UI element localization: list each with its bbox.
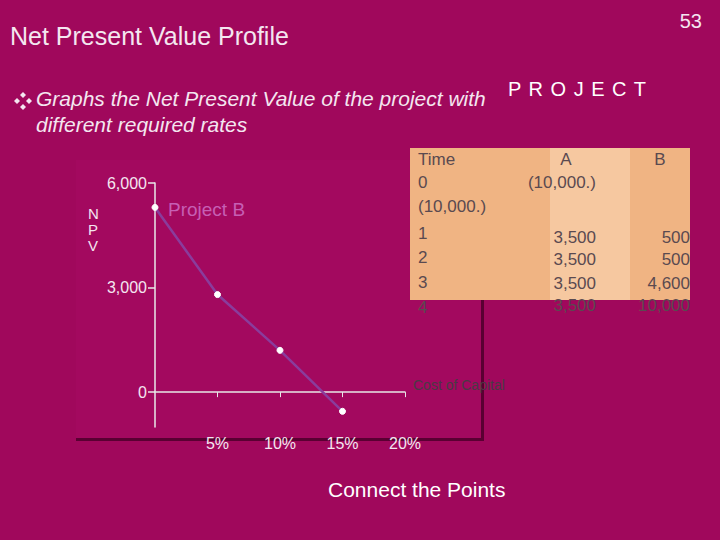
svg-text:20%: 20%	[389, 435, 421, 452]
html-text:different required rates: different required rates	[36, 113, 248, 136]
html-text:Net Present Value Profile: Net Present Value Profile	[10, 22, 289, 50]
svg-text:6,000: 6,000	[107, 175, 147, 192]
svg-text:15%: 15%	[326, 435, 358, 452]
svg-text:10%: 10%	[264, 435, 296, 452]
html-text:Graphs the Net Present Value o: Graphs the Net Present Value of the proj…	[36, 87, 486, 110]
svg-text:5%: 5%	[206, 435, 229, 452]
html-text:(10,000.): (10,000.)	[528, 173, 596, 192]
svg-text:Cost of Capital: Cost of Capital	[413, 377, 505, 393]
html-text:3,500: 3,500	[553, 250, 596, 269]
html-text:Time: Time	[418, 150, 456, 169]
html-text:53: 53	[679, 10, 702, 32]
html-text:3,500: 3,500	[553, 274, 596, 293]
html-text:A: A	[560, 150, 572, 169]
html-text:3: 3	[418, 273, 428, 292]
html-text:500: 500	[661, 250, 690, 269]
html-text:4: 4	[418, 298, 428, 317]
svg-text:V: V	[88, 237, 98, 254]
svg-text:Project B: Project B	[168, 199, 245, 220]
html-text:10,000: 10,000	[638, 296, 690, 315]
html-text:3,500: 3,500	[553, 228, 596, 247]
svg-text:0: 0	[138, 384, 147, 401]
html-text:500: 500	[661, 228, 690, 247]
html-text:4,600: 4,600	[647, 274, 690, 293]
svg-text:P: P	[88, 221, 98, 238]
html-text:P R O J E C T: P R O J E C T	[508, 78, 647, 100]
html-text:1: 1	[418, 224, 428, 243]
html-text:3,500: 3,500	[553, 296, 596, 315]
html-text:B: B	[654, 150, 666, 169]
html-text:0: 0	[418, 173, 428, 192]
svg-text:3,000: 3,000	[107, 279, 147, 296]
html-text:(10,000.): (10,000.)	[418, 197, 486, 216]
html-text:Connect the Points: Connect the Points	[328, 478, 506, 501]
svg-text:N: N	[88, 205, 99, 222]
html-text:2: 2	[418, 248, 428, 267]
